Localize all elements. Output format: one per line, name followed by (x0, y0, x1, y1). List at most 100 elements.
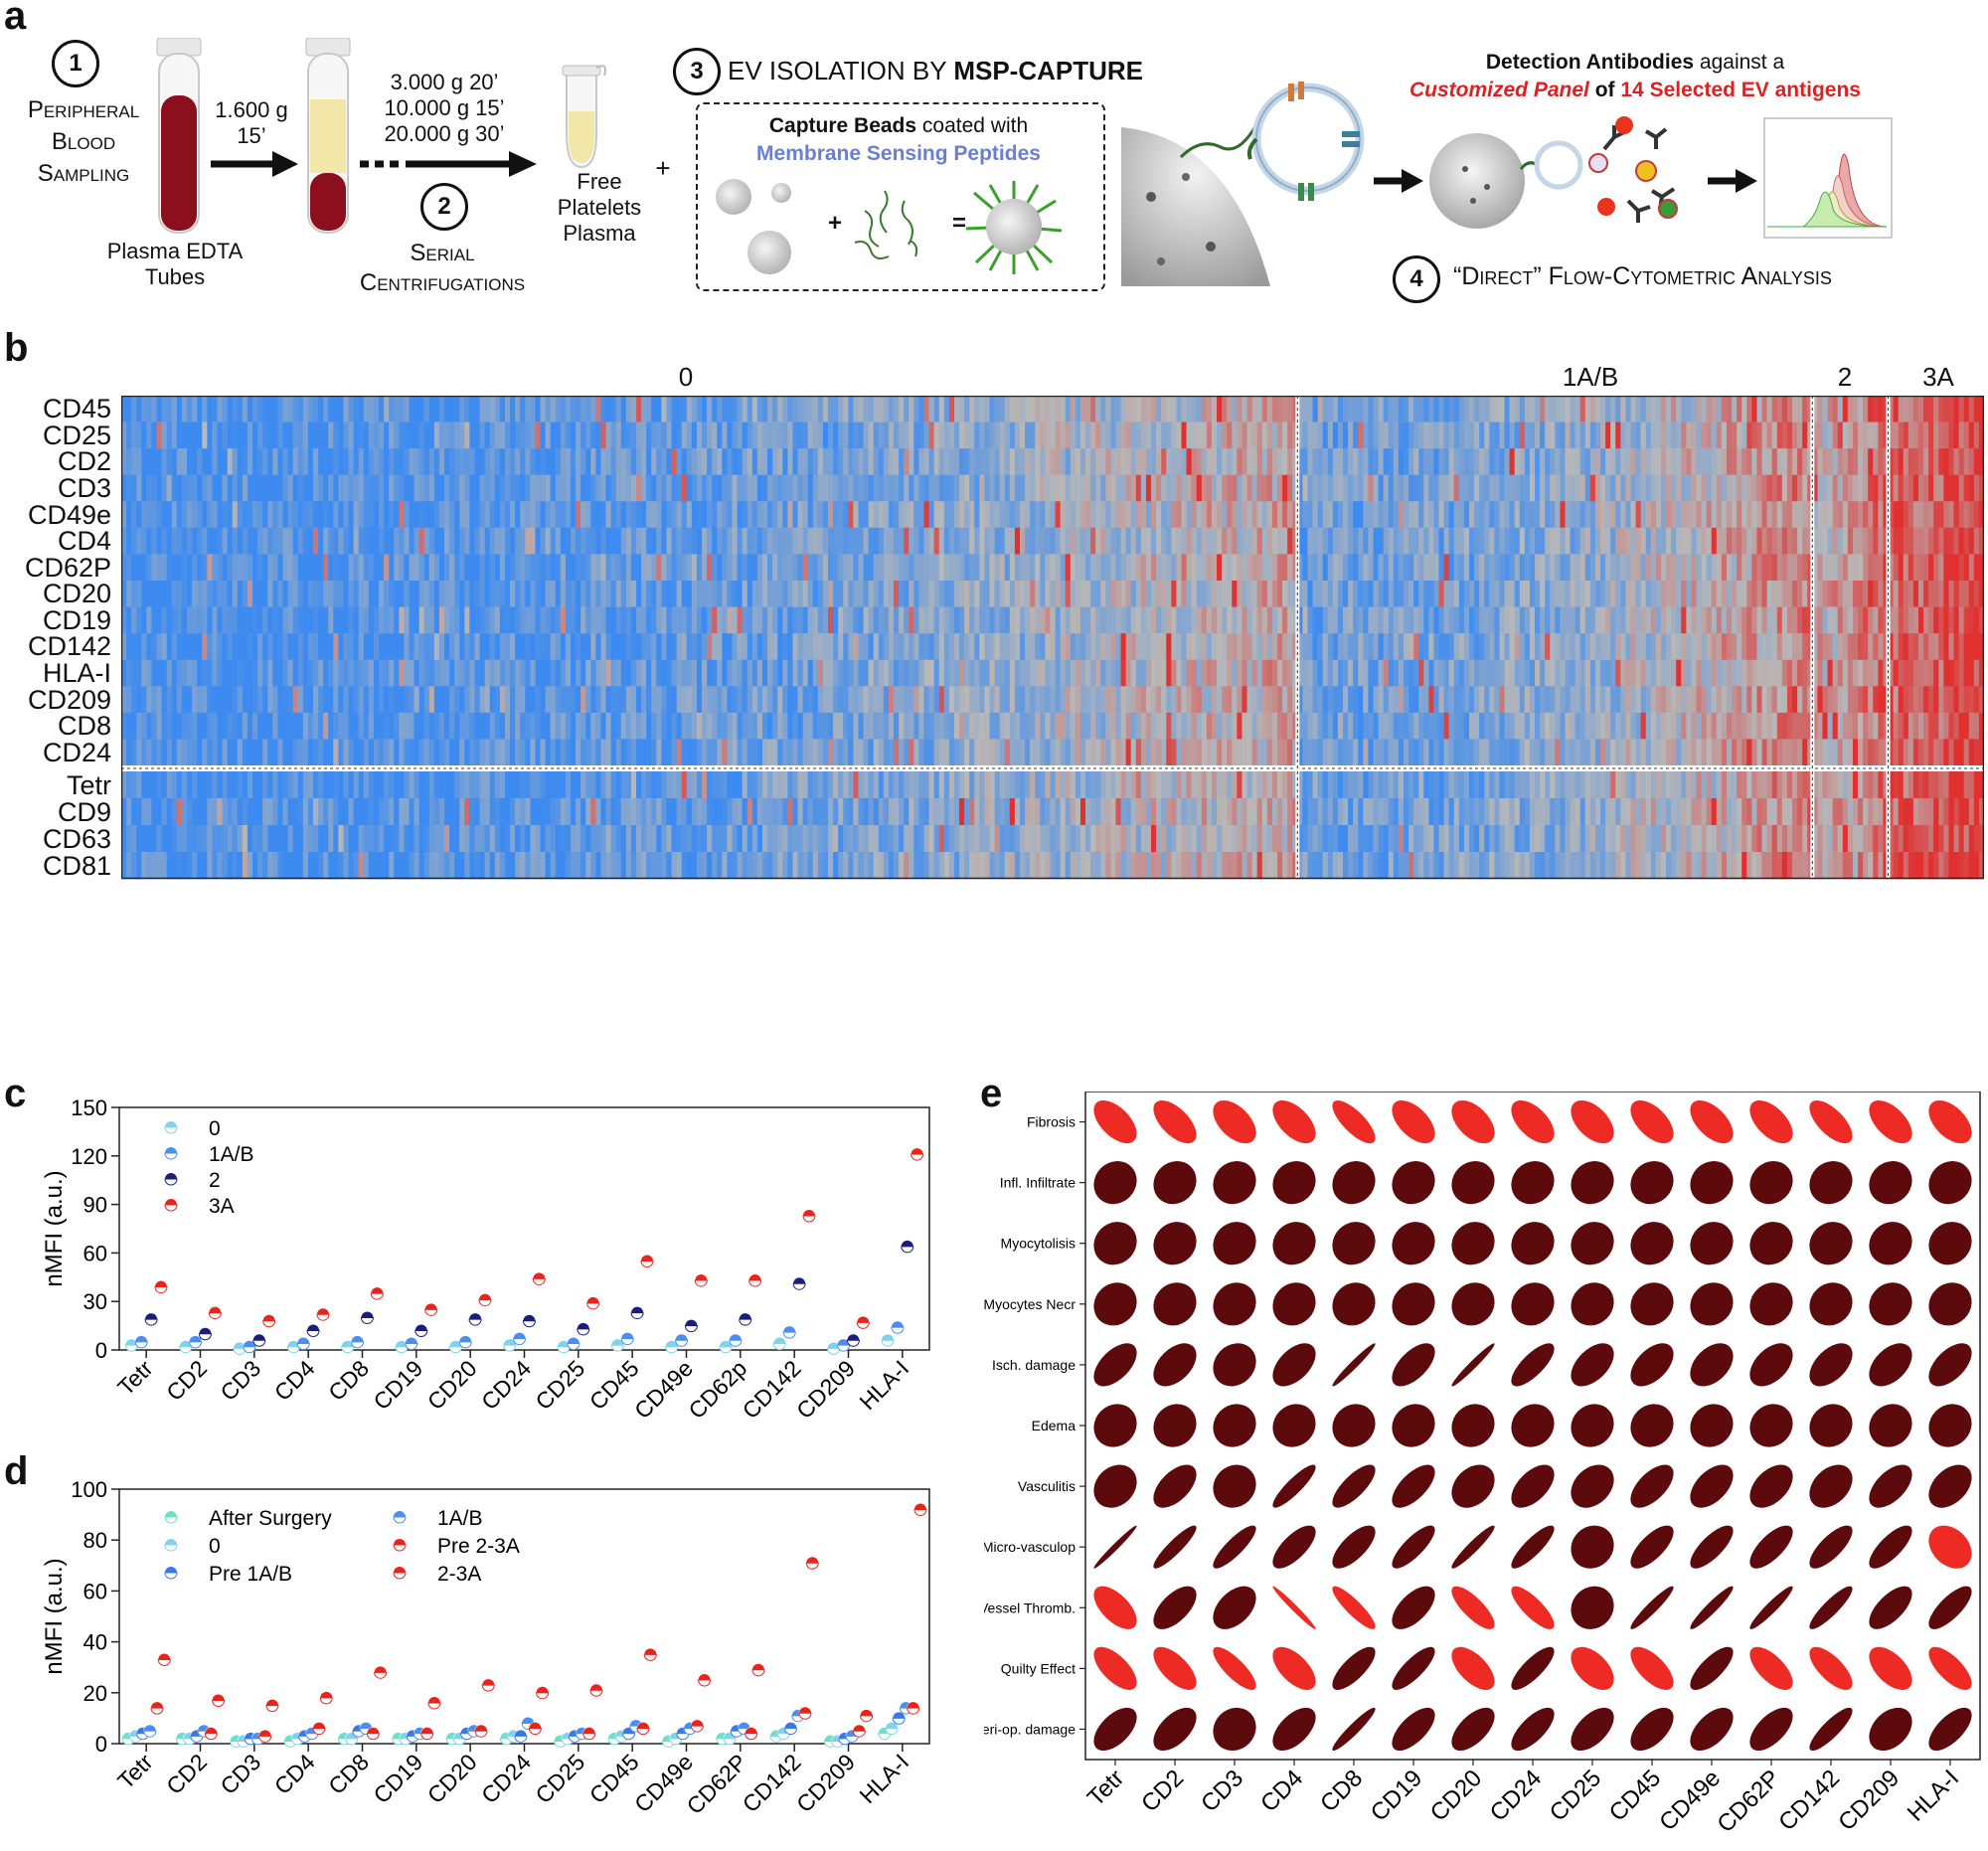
heatmap-cell (1403, 606, 1409, 634)
heatmap-cell (1499, 527, 1506, 555)
heatmap-cell (358, 633, 365, 661)
heatmap-cell (953, 606, 960, 634)
heatmap-cell (504, 527, 511, 555)
heatmap-cell (620, 448, 627, 476)
heatmap-cell (1282, 686, 1288, 714)
heatmap-cell (686, 581, 693, 607)
heatmap-cell (822, 421, 829, 449)
heatmap-cell (217, 606, 224, 634)
heatmap-cell (1222, 606, 1228, 634)
heatmap-cell (651, 659, 657, 687)
heatmap-cell (499, 554, 506, 582)
heatmap-cell (1383, 554, 1390, 582)
heatmap-cell (1529, 448, 1536, 476)
heatmap-cell (999, 686, 1006, 714)
heatmap-cell (1161, 527, 1167, 555)
heatmap-cell (343, 712, 350, 740)
heatmap-cell (1842, 712, 1849, 740)
heatmap-cell (676, 581, 683, 607)
heatmap-cell (1550, 554, 1556, 582)
heatmap-cell (1261, 581, 1268, 607)
heatmap-cell (1479, 581, 1485, 607)
heatmap-cell (1237, 421, 1243, 449)
heatmap-cell (1055, 527, 1062, 555)
heatmap-cell (1721, 501, 1728, 529)
heatmap-cell (1019, 606, 1026, 634)
heatmap-cell (1458, 606, 1465, 634)
heatmap-cell (499, 421, 506, 449)
heatmap-cell (681, 554, 688, 582)
heatmap-cell (1968, 659, 1975, 687)
heatmap-cell (1630, 686, 1637, 714)
heatmap-cell (1009, 421, 1016, 449)
heatmap-cell (1055, 501, 1062, 529)
heatmap-cell (1963, 396, 1970, 422)
heatmap-cell (1373, 527, 1380, 555)
heatmap-cell (1625, 712, 1632, 740)
step1-line-2: Blood (51, 128, 116, 155)
heatmap-cell (1565, 527, 1572, 555)
heatmap-cell (1383, 501, 1390, 529)
heatmap-cell (756, 712, 763, 740)
heatmap-cell (1529, 474, 1536, 502)
heatmap-cell (717, 501, 723, 529)
heatmap-cell (1923, 659, 1929, 687)
heatmap-cell (449, 474, 455, 502)
heatmap-cell (1403, 501, 1409, 529)
heatmap-cell (1589, 421, 1596, 449)
heatmap-cell (1337, 396, 1344, 422)
heatmap-cell (1827, 421, 1834, 449)
heatmap-cell (1095, 554, 1101, 582)
heatmap-cell (1115, 659, 1122, 687)
heatmap-cell (1540, 712, 1546, 740)
heatmap-cell (423, 554, 430, 582)
heatmap-cell (464, 581, 471, 607)
heatmap-cell (1079, 474, 1086, 502)
heatmap-cell (1560, 474, 1567, 502)
heatmap-cell (1858, 474, 1864, 502)
heatmap-cell (384, 501, 390, 529)
heatmap-cell (1166, 633, 1172, 661)
heatmap-cell (948, 686, 955, 714)
heatmap-cell (1696, 606, 1703, 634)
heatmap-cell (1676, 554, 1682, 582)
heatmap-cell (131, 527, 137, 555)
heatmap-cell (1973, 633, 1980, 661)
heatmap-cell (141, 421, 147, 449)
heatmap-cell (1322, 501, 1329, 529)
heatmap-cell (328, 554, 334, 582)
heatmap-cell (1751, 527, 1758, 555)
heatmap-cell (1827, 633, 1834, 661)
heatmap-cell (1463, 448, 1470, 476)
heatmap-cell (761, 421, 768, 449)
heatmap-cell (782, 712, 788, 740)
heatmap-cell (1242, 554, 1248, 582)
heatmap-cell (353, 448, 360, 476)
group-label-1ab: 1A/B (1562, 362, 1619, 392)
heatmap-cell (292, 527, 299, 555)
heatmap-cell (1535, 712, 1541, 740)
heatmap-cell (1579, 712, 1586, 740)
heatmap-cell (1928, 474, 1934, 502)
heatmap-cell (1973, 712, 1980, 740)
heatmap-cell (899, 606, 905, 634)
heatmap-cell (656, 712, 663, 740)
heatmap-cell (192, 527, 198, 555)
heatmap-cell (1968, 501, 1975, 529)
heatmap-cell (636, 581, 642, 607)
heatmap-cell (1605, 633, 1611, 661)
heatmap-cell (171, 606, 178, 634)
heatmap-cell (1888, 527, 1895, 555)
heatmap-cell (1322, 396, 1329, 422)
heatmap-cell (277, 396, 284, 422)
heatmap-cell (605, 448, 612, 476)
heatmap-cell (302, 448, 309, 476)
heatmap-cell (1393, 659, 1400, 687)
heatmap-cell (1535, 554, 1541, 582)
heatmap-cell (1201, 554, 1208, 582)
heatmap-cell (384, 554, 390, 582)
heatmap-cell (717, 659, 723, 687)
heatmap-cell (1863, 527, 1869, 555)
heatmap-cell (610, 501, 617, 529)
heatmap-cell (1837, 554, 1844, 582)
